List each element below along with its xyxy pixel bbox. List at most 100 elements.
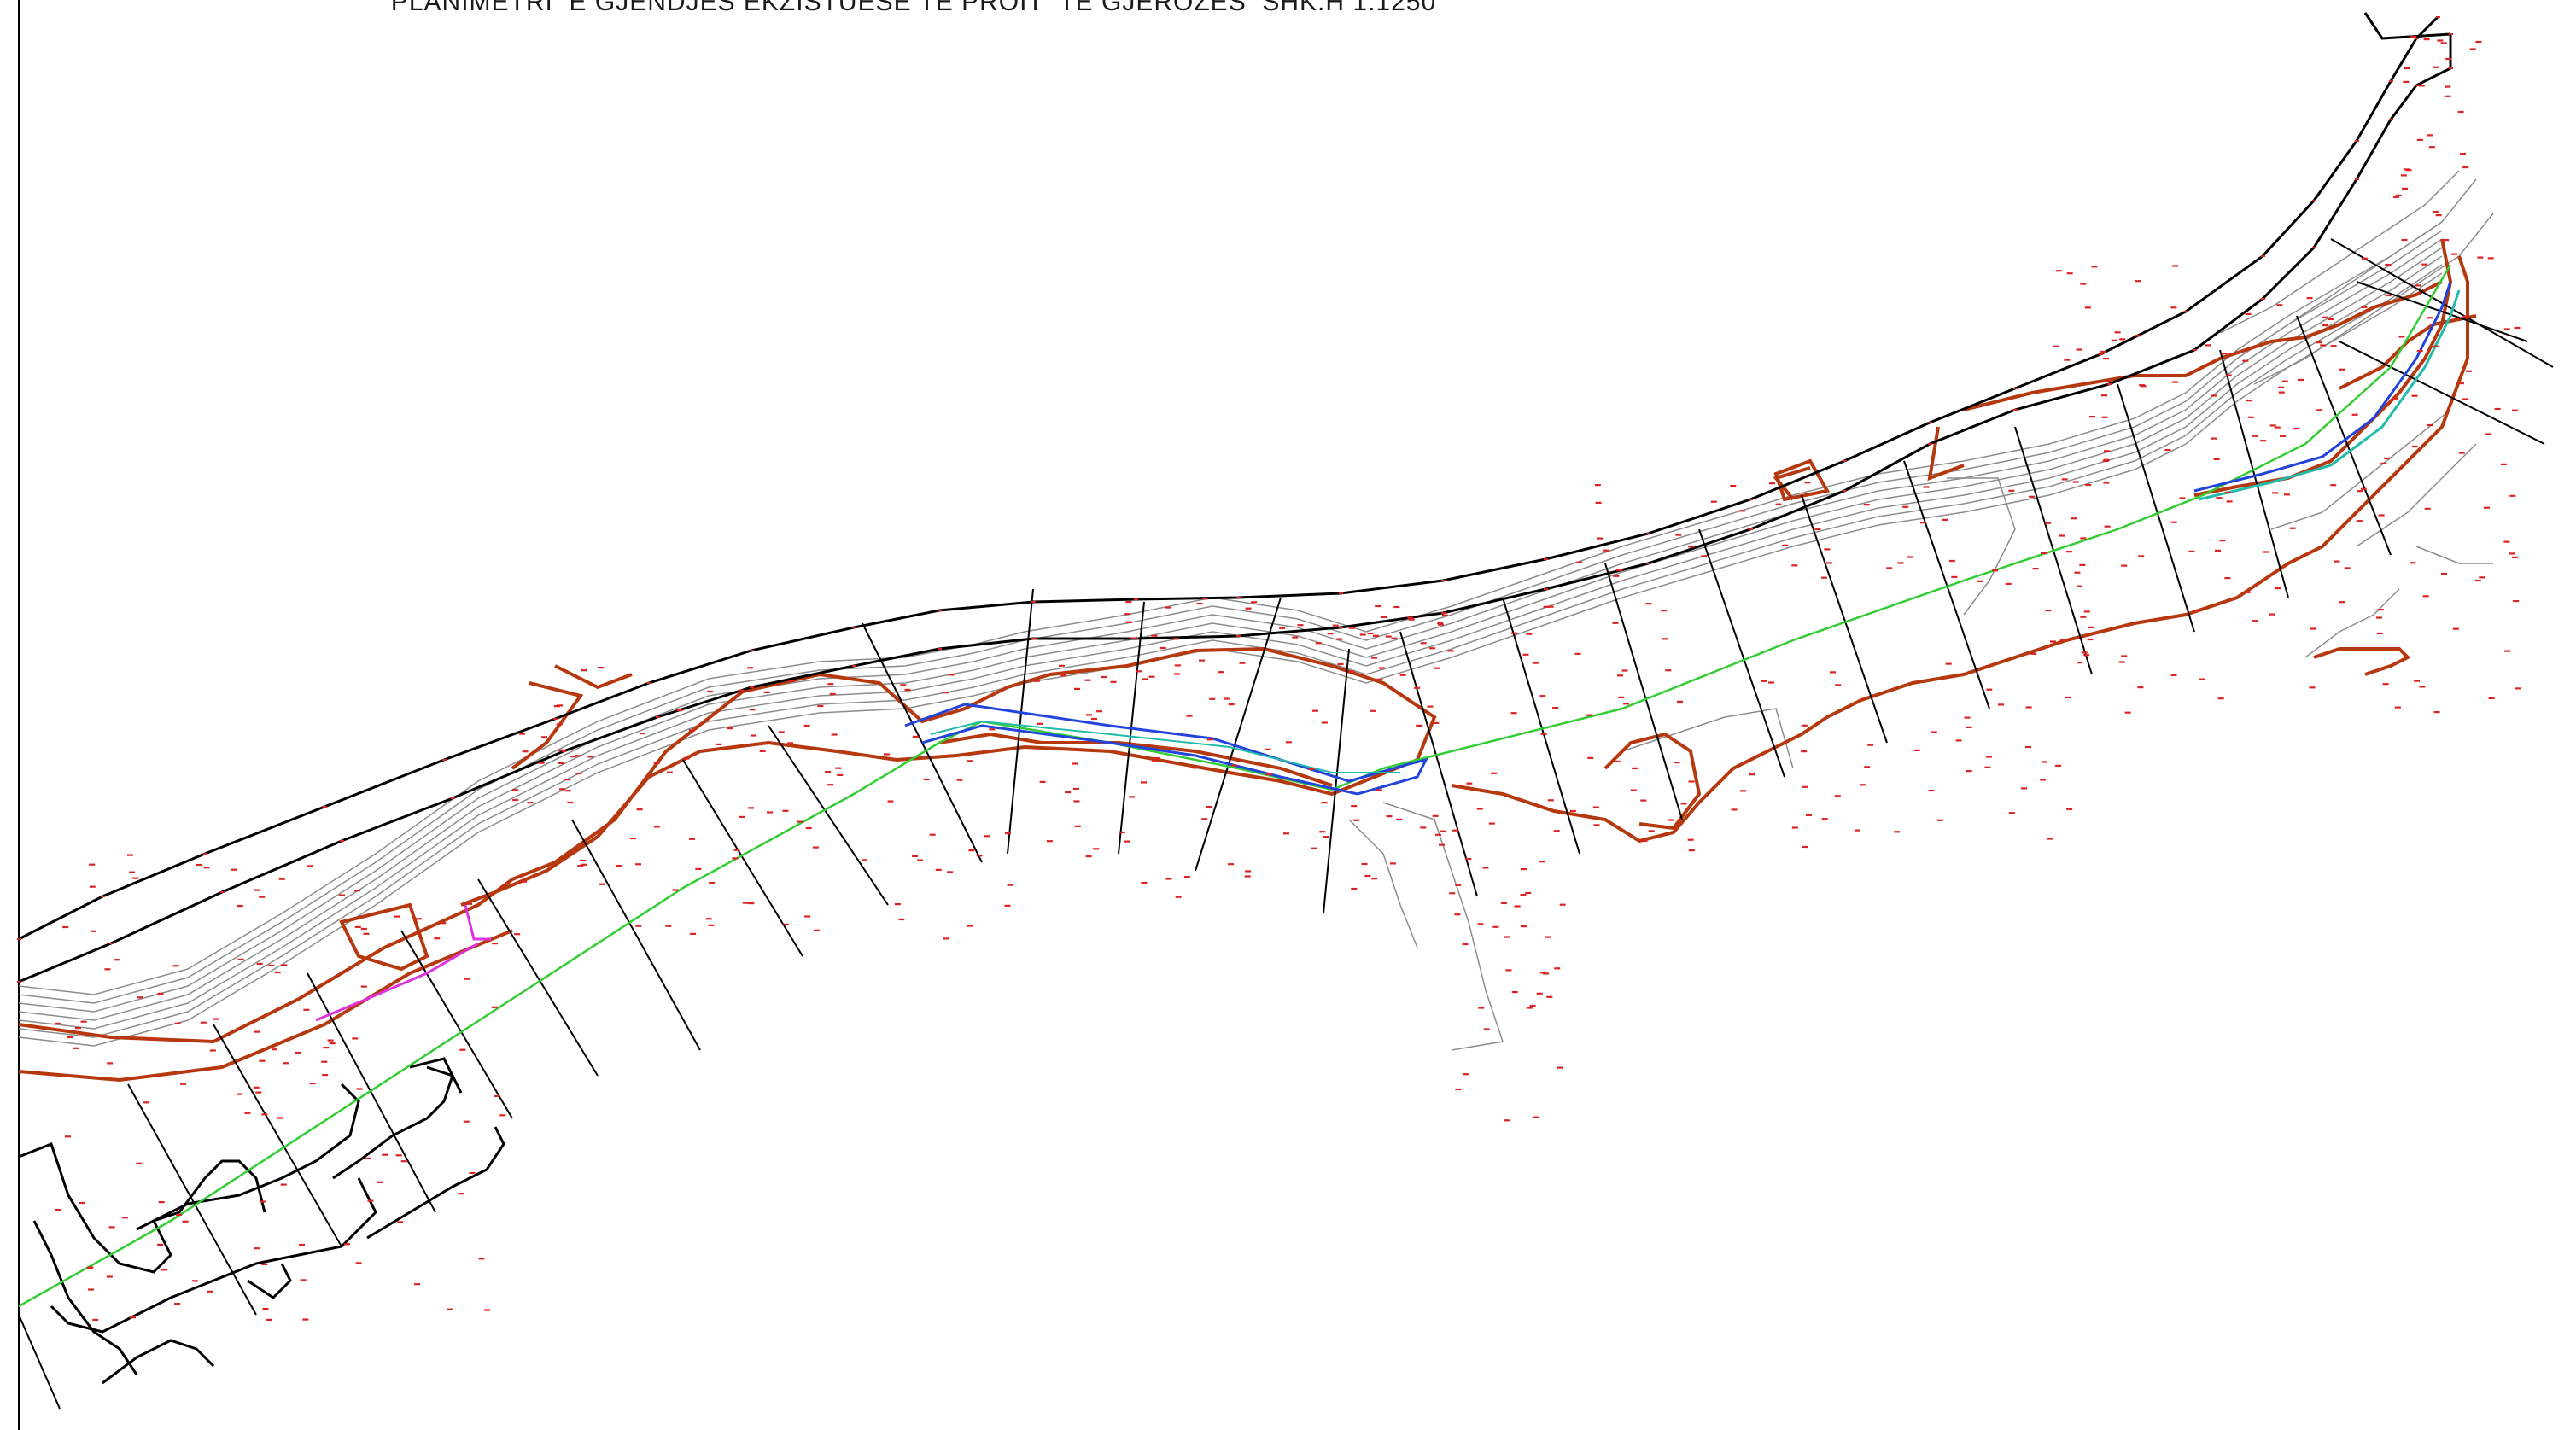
survey-point bbox=[1119, 831, 1125, 834]
survey-point bbox=[1504, 936, 1510, 938]
survey-point bbox=[2427, 134, 2433, 137]
survey-point bbox=[1820, 576, 1827, 579]
survey-point bbox=[1632, 767, 1638, 769]
survey-point bbox=[459, 1048, 466, 1051]
survey-point bbox=[2410, 562, 2416, 564]
survey-point bbox=[852, 665, 856, 667]
survey-point bbox=[2402, 187, 2409, 190]
survey-point bbox=[2392, 397, 2398, 400]
survey-point bbox=[707, 690, 714, 693]
survey-point bbox=[101, 896, 105, 897]
survey-point bbox=[143, 1101, 150, 1104]
survey-point bbox=[2436, 16, 2440, 18]
survey-point bbox=[1206, 738, 1213, 741]
survey-point bbox=[2252, 620, 2258, 622]
survey-point bbox=[1339, 592, 1343, 594]
survey-point bbox=[1201, 818, 1208, 820]
survey-point bbox=[695, 867, 702, 870]
survey-point bbox=[268, 964, 275, 966]
survey-point bbox=[1231, 764, 1238, 767]
survey-point bbox=[1863, 504, 1870, 506]
cross-section-line bbox=[213, 1024, 342, 1247]
survey-point bbox=[1825, 562, 1832, 564]
survey-point bbox=[2224, 491, 2231, 494]
survey-point bbox=[739, 815, 745, 818]
survey-point bbox=[54, 1022, 61, 1025]
contour-line bbox=[1382, 802, 1504, 1051]
survey-point bbox=[2389, 119, 2393, 120]
survey-point bbox=[266, 1318, 273, 1321]
survey-point bbox=[1353, 819, 1360, 821]
survey-point bbox=[1645, 603, 1652, 605]
survey-point bbox=[2079, 563, 2086, 566]
survey-point bbox=[1434, 667, 1440, 669]
survey-point bbox=[763, 691, 770, 693]
cross-section-line bbox=[2296, 315, 2392, 556]
survey-point bbox=[1520, 925, 1527, 928]
survey-point bbox=[1141, 881, 1148, 884]
contour-line bbox=[18, 221, 2443, 995]
survey-point bbox=[2242, 359, 2249, 362]
survey-point bbox=[556, 723, 563, 726]
survey-point bbox=[1544, 588, 1548, 590]
survey-point bbox=[1199, 659, 1205, 662]
survey-point bbox=[1500, 902, 1507, 904]
survey-point bbox=[451, 797, 455, 799]
survey-point bbox=[1441, 612, 1446, 614]
survey-point bbox=[88, 1288, 94, 1291]
survey-point bbox=[2025, 706, 2032, 709]
survey-point bbox=[104, 968, 111, 971]
survey-point bbox=[1520, 894, 1527, 896]
survey-point bbox=[74, 1027, 81, 1030]
stream-axis bbox=[18, 264, 2452, 1308]
survey-point bbox=[829, 692, 836, 695]
survey-point bbox=[581, 669, 587, 672]
survey-point bbox=[814, 929, 820, 931]
survey-point bbox=[1196, 602, 1203, 605]
survey-point bbox=[262, 1307, 269, 1310]
survey-point bbox=[2085, 483, 2092, 487]
survey-point bbox=[1172, 638, 1179, 640]
index-contour-line bbox=[2313, 647, 2411, 676]
survey-point bbox=[2355, 178, 2359, 180]
survey-point bbox=[2091, 266, 2098, 268]
survey-point bbox=[1093, 848, 1100, 850]
survey-point bbox=[207, 1290, 213, 1293]
survey-point bbox=[1587, 756, 1594, 759]
survey-point bbox=[261, 1263, 268, 1265]
survey-point bbox=[2411, 394, 2418, 397]
survey-point bbox=[1414, 686, 1421, 689]
survey-point bbox=[1544, 558, 1548, 560]
river-channel bbox=[904, 281, 2461, 796]
survey-point bbox=[254, 1030, 260, 1033]
survey-point bbox=[1175, 896, 1182, 898]
survey-point bbox=[1612, 622, 1619, 624]
survey-point bbox=[2310, 627, 2317, 630]
survey-point bbox=[2403, 80, 2410, 83]
survey-point bbox=[1348, 670, 1355, 673]
survey-point bbox=[1005, 832, 1011, 835]
survey-point bbox=[1505, 969, 1512, 972]
survey-point bbox=[157, 992, 164, 995]
survey-point bbox=[750, 686, 754, 688]
survey-point bbox=[554, 705, 560, 708]
survey-point bbox=[1791, 564, 1798, 567]
survey-point bbox=[1085, 714, 1092, 716]
survey-point bbox=[1539, 861, 1545, 863]
survey-point bbox=[1046, 840, 1053, 843]
building-edge bbox=[18, 1142, 266, 1274]
survey-point bbox=[2135, 280, 2141, 283]
survey-point bbox=[1522, 653, 1529, 656]
survey-point bbox=[2170, 521, 2177, 523]
survey-point bbox=[1945, 662, 1952, 665]
survey-point bbox=[570, 756, 576, 758]
survey-point bbox=[114, 959, 120, 961]
survey-point bbox=[782, 809, 789, 812]
survey-point bbox=[1942, 518, 1948, 521]
survey-point bbox=[1477, 923, 1484, 925]
survey-point bbox=[1236, 597, 1241, 598]
survey-point bbox=[2261, 255, 2265, 257]
contour-line bbox=[1621, 708, 1794, 769]
contour-line bbox=[2236, 178, 2477, 359]
survey-point bbox=[2170, 306, 2177, 309]
